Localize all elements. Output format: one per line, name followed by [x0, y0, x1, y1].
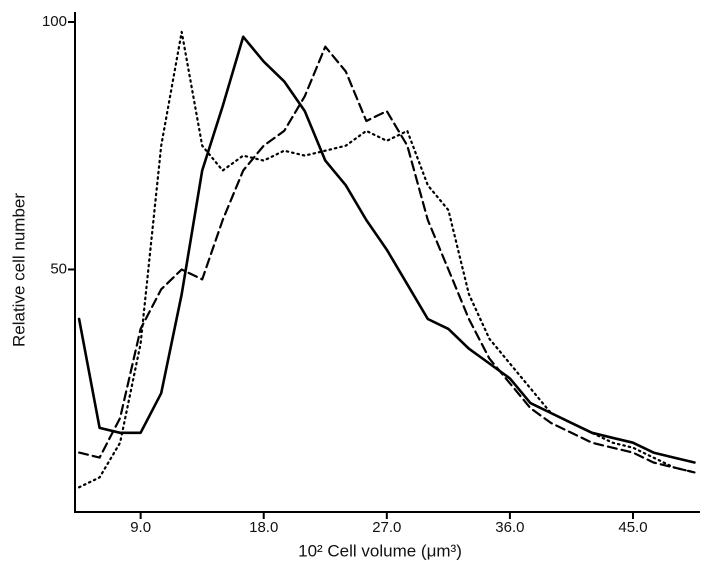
x-axis-label: 10² Cell volume (μm³) — [298, 541, 462, 560]
x-tick-label: 27.0 — [372, 519, 401, 536]
line-series — [78, 45, 696, 474]
y-tick-label: 50 — [50, 260, 67, 277]
x-tick-label: 18.0 — [249, 519, 278, 536]
line-series — [77, 35, 696, 464]
y-axis-label: Relative cell number — [9, 193, 28, 347]
x-tick-label: 45.0 — [618, 519, 647, 536]
line-series — [78, 30, 696, 489]
y-tick-label: 100 — [42, 13, 67, 30]
x-tick-label: 36.0 — [495, 519, 524, 536]
x-tick-label: 9.0 — [130, 519, 151, 536]
